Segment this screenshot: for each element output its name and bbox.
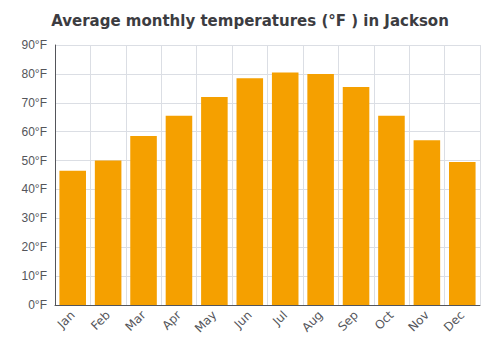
svg-text:Feb: Feb (88, 308, 113, 333)
svg-text:Jul: Jul (269, 308, 290, 329)
svg-text:0°F: 0°F (28, 298, 47, 312)
svg-text:Mar: Mar (123, 308, 149, 334)
svg-text:Jan: Jan (54, 308, 78, 332)
svg-text:90°F: 90°F (22, 38, 47, 52)
svg-text:Jun: Jun (231, 308, 255, 332)
svg-text:Sep: Sep (335, 308, 361, 334)
svg-text:80°F: 80°F (22, 67, 47, 81)
svg-text:Oct: Oct (372, 308, 397, 333)
svg-text:Aug: Aug (299, 308, 325, 334)
svg-text:Apr: Apr (159, 308, 184, 333)
svg-text:Nov: Nov (405, 308, 431, 334)
svg-text:60°F: 60°F (22, 125, 47, 139)
svg-text:20°F: 20°F (22, 240, 47, 254)
svg-text:70°F: 70°F (22, 96, 47, 110)
svg-text:50°F: 50°F (22, 154, 47, 168)
svg-text:30°F: 30°F (22, 211, 47, 225)
svg-text:Average monthly temperatures (: Average monthly temperatures (°F ) in Ja… (51, 12, 449, 30)
svg-text:10°F: 10°F (22, 269, 47, 283)
svg-text:May: May (192, 308, 219, 335)
svg-text:Dec: Dec (441, 308, 467, 334)
svg-text:40°F: 40°F (22, 182, 47, 196)
